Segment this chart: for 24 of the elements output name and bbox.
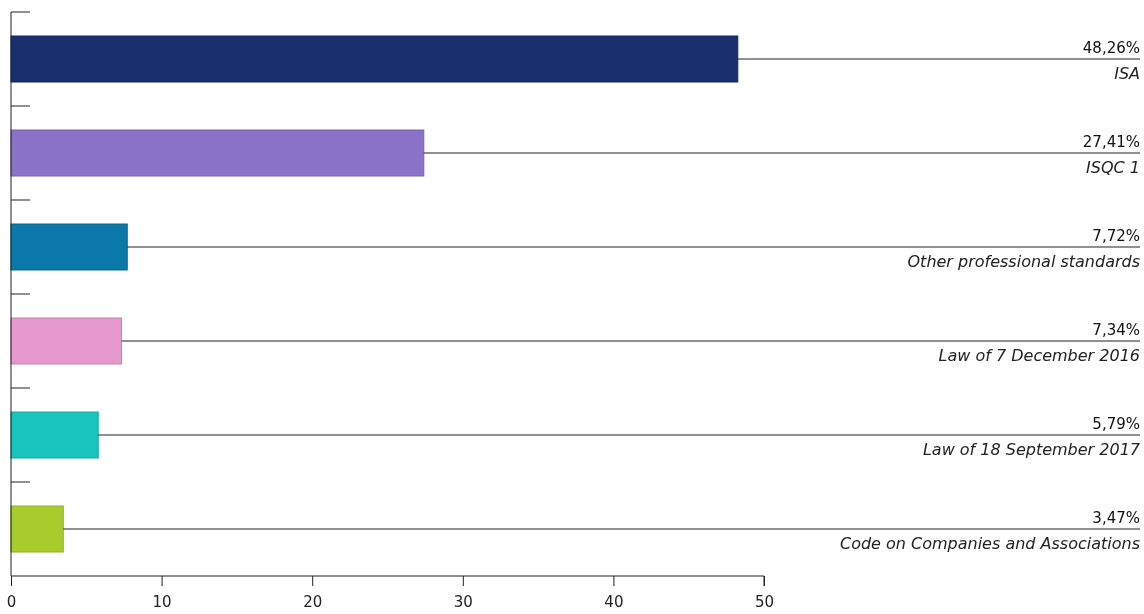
- y-tick-label: Law of 18 September 2017: [922, 440, 1141, 459]
- data-label: 7,72%: [1092, 227, 1140, 245]
- x-tick-label: 10: [152, 593, 172, 611]
- x-tick-label: 30: [453, 593, 473, 611]
- x-tick-label: 50: [754, 593, 775, 611]
- x-tick-label: 20: [303, 593, 323, 611]
- data-label: 27,41%: [1082, 133, 1140, 151]
- bar: [10, 317, 123, 365]
- y-tick-label: ISQC 1: [1086, 158, 1140, 177]
- y-tick-label: Code on Companies and Associations: [839, 534, 1140, 553]
- data-label: 7,34%: [1092, 321, 1140, 339]
- data-label: 48,26%: [1082, 39, 1140, 57]
- x-tick-label: 0: [6, 593, 17, 611]
- y-tick-label: ISA: [1114, 64, 1140, 83]
- data-label: 5,79%: [1092, 415, 1140, 433]
- bar: [10, 129, 425, 177]
- x-tick-label: 40: [604, 593, 624, 611]
- data-label: 3,47%: [1092, 509, 1140, 527]
- bar: [10, 505, 64, 553]
- y-tick-label: Law of 7 December 2016: [938, 346, 1140, 365]
- bar: [10, 223, 128, 271]
- bar: [10, 35, 739, 83]
- y-tick-label: Other professional standards: [907, 252, 1140, 271]
- bar: [10, 411, 99, 459]
